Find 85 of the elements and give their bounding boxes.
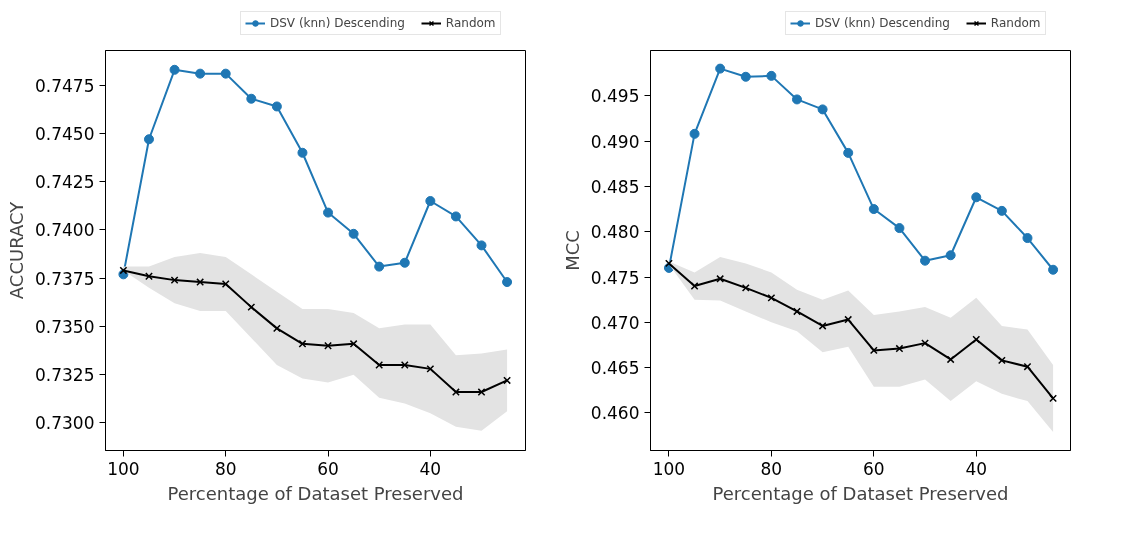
- x-tick-label: 60: [863, 458, 885, 479]
- y-tick-label: 0.7400: [35, 220, 95, 241]
- point: [689, 128, 700, 139]
- point: [195, 68, 206, 79]
- point: [817, 104, 828, 115]
- point: [894, 223, 905, 234]
- point: [426, 364, 435, 373]
- point: [1023, 362, 1032, 371]
- point: [323, 207, 334, 218]
- point: [502, 277, 513, 288]
- point: [791, 94, 802, 105]
- y-tick-label: 0.480: [590, 222, 640, 243]
- point: [1049, 394, 1058, 403]
- point: [348, 228, 359, 239]
- point: [169, 64, 180, 75]
- y-tick-label: 0.465: [590, 358, 640, 379]
- point: [946, 355, 955, 364]
- point: [996, 205, 1007, 216]
- y-axis-title: MCC: [561, 230, 583, 271]
- y-tick-label: 0.7450: [35, 123, 95, 144]
- point: [246, 93, 257, 104]
- y-tick-label: 0.485: [590, 176, 640, 197]
- y-tick-label: 0.7350: [35, 316, 95, 337]
- y-tick-label: 0.470: [590, 312, 640, 333]
- x-tick-label: 80: [214, 458, 237, 479]
- point: [119, 266, 128, 275]
- y-tick-label: 0.7475: [35, 75, 95, 96]
- y-tick-label: 0.7325: [35, 365, 95, 386]
- point: [477, 388, 486, 396]
- point: [271, 101, 282, 112]
- y-tick-label: 0.490: [590, 131, 640, 152]
- legend-label: DSV (knn) Descending: [815, 16, 950, 30]
- point: [220, 68, 231, 79]
- y-tick-label: 0.460: [590, 403, 640, 424]
- point: [374, 261, 385, 272]
- x-tick-label: 60: [317, 458, 339, 479]
- x-axis-title: Percentage of Dataset Preserved: [712, 482, 1009, 504]
- point: [818, 321, 827, 330]
- point: [972, 335, 981, 344]
- y-tick-label: 0.495: [590, 86, 640, 107]
- y-tick-label: 0.475: [590, 267, 640, 288]
- point: [766, 70, 777, 81]
- point: [425, 196, 436, 206]
- legend-label: Random: [990, 16, 1041, 30]
- x-tick-label: 80: [760, 458, 783, 479]
- point: [895, 344, 904, 353]
- point: [399, 257, 410, 268]
- y-tick-label: 0.7300: [35, 413, 95, 434]
- point: [451, 388, 460, 396]
- point: [868, 204, 879, 215]
- point: [450, 211, 461, 222]
- point: [298, 339, 307, 348]
- point: [349, 339, 358, 348]
- legend-label: Random: [445, 16, 496, 30]
- point: [921, 339, 929, 348]
- point: [272, 324, 281, 333]
- point: [869, 346, 878, 355]
- point: [1022, 233, 1033, 244]
- point: [715, 63, 726, 74]
- point: [297, 147, 308, 158]
- point: [143, 134, 154, 145]
- y-tick-label: 0.7425: [35, 172, 95, 193]
- point: [503, 376, 512, 385]
- point: [716, 274, 725, 283]
- x-tick-label: 40: [419, 458, 442, 479]
- point: [844, 315, 853, 324]
- point: [375, 361, 384, 369]
- x-tick-label: 40: [965, 458, 988, 479]
- x-tick-label: 100: [652, 458, 686, 479]
- y-tick-label: 0.7375: [35, 268, 95, 289]
- point: [324, 341, 332, 350]
- point: [400, 361, 409, 369]
- point: [476, 240, 487, 251]
- point: [920, 255, 931, 266]
- point: [740, 71, 751, 82]
- x-tick-label: 100: [107, 458, 140, 479]
- point: [1048, 264, 1059, 275]
- point: [945, 250, 956, 261]
- point: [971, 192, 982, 203]
- y-axis-title: ACCURACY: [6, 200, 28, 300]
- point: [247, 303, 256, 312]
- point: [843, 147, 854, 158]
- point: [997, 356, 1006, 365]
- x-axis-title: Percentage of Dataset Preserved: [167, 482, 464, 504]
- legend-label: DSV (knn) Descending: [270, 16, 405, 30]
